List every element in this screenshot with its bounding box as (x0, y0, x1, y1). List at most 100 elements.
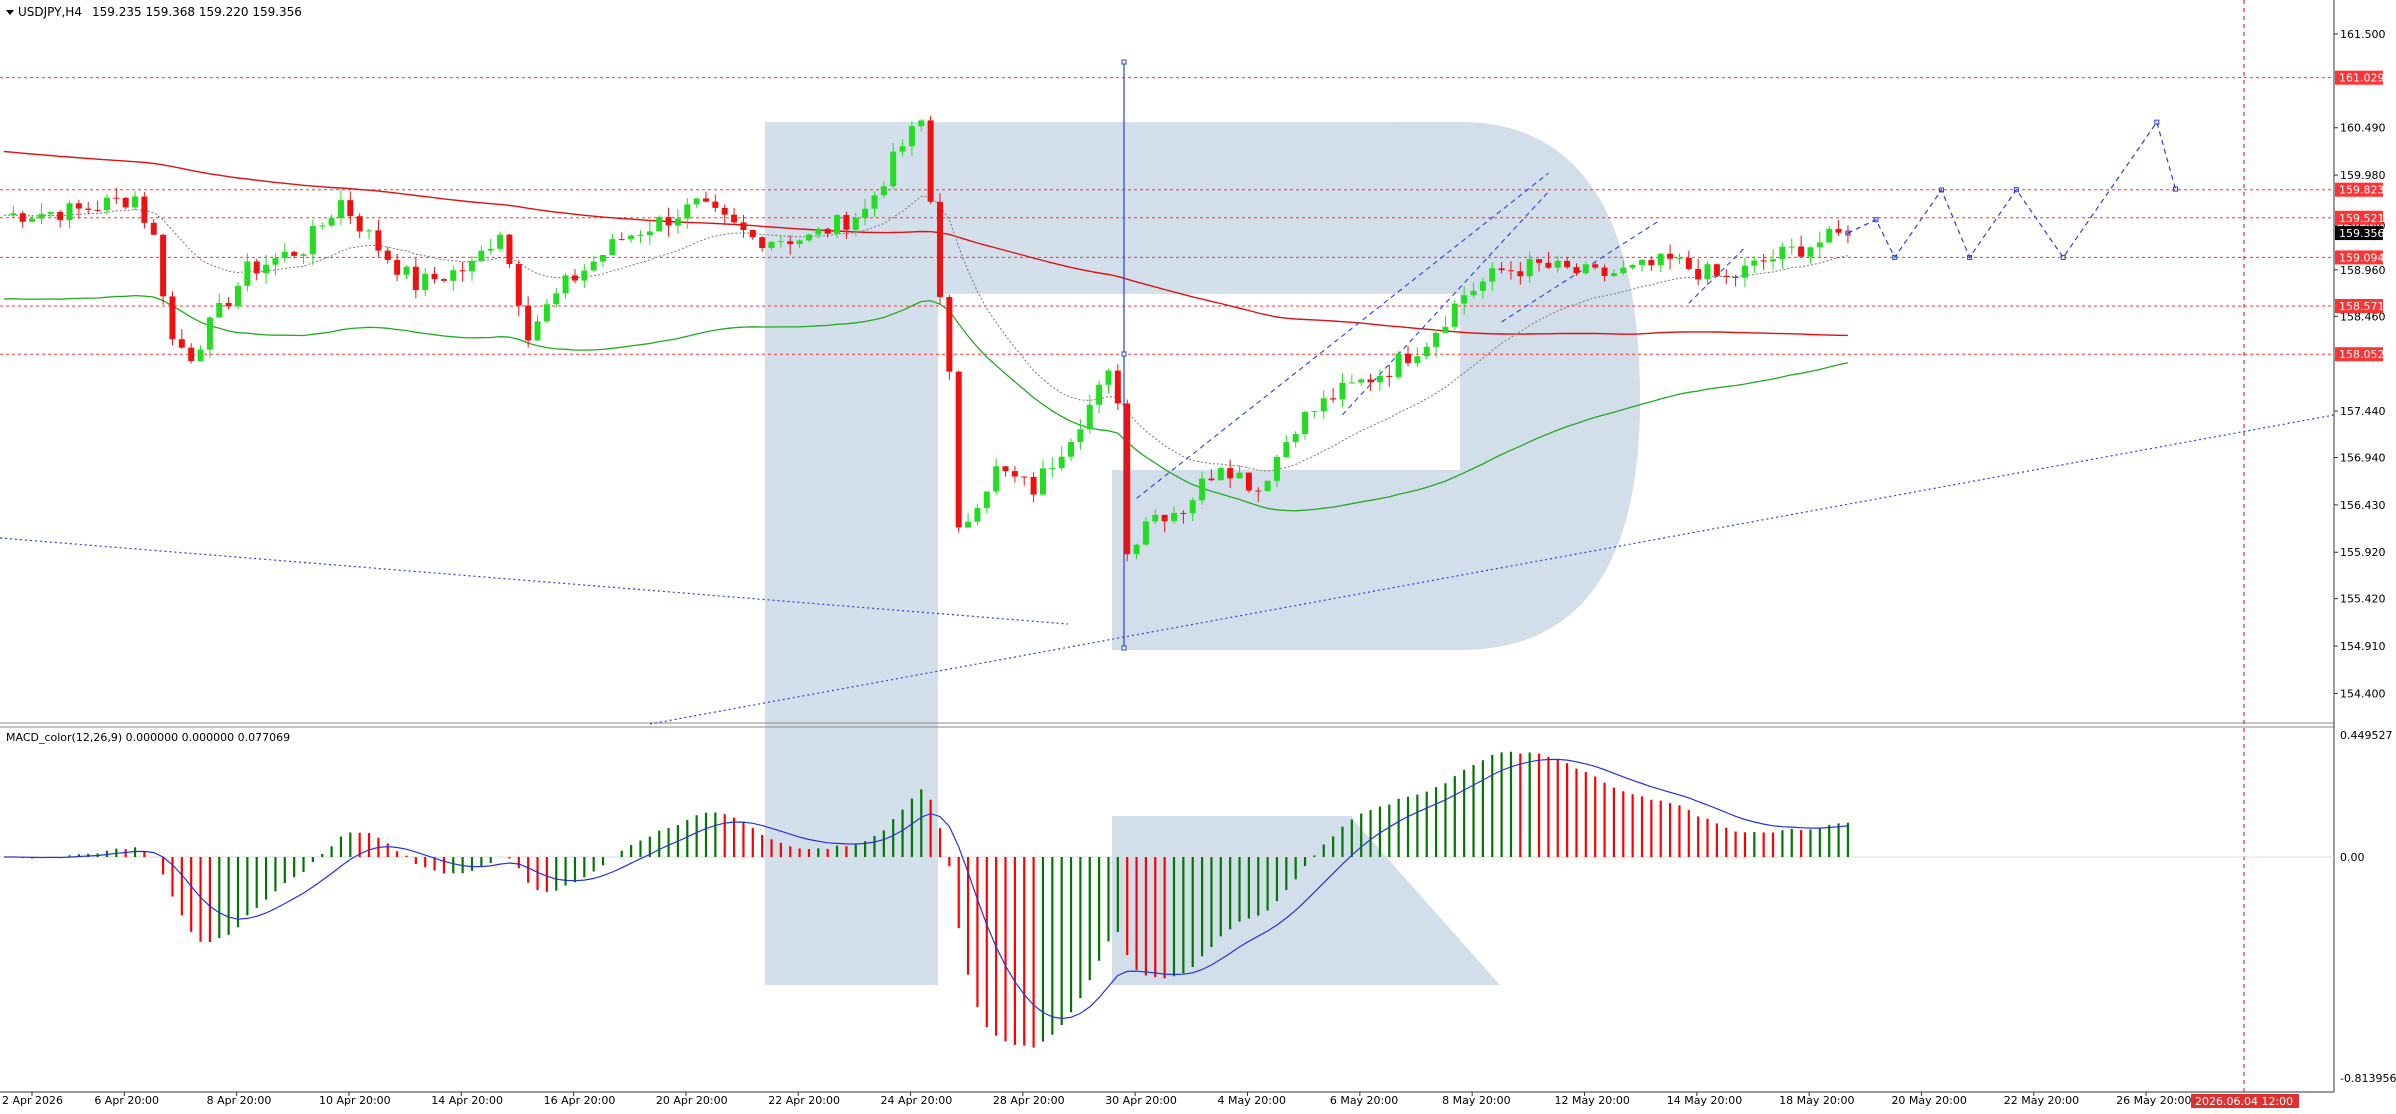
candle[interactable] (1002, 466, 1009, 472)
candle[interactable] (1554, 260, 1561, 268)
forecast-point[interactable] (2060, 254, 2066, 260)
candle[interactable] (291, 251, 298, 256)
candle[interactable] (1685, 257, 1692, 269)
candle[interactable] (403, 266, 410, 275)
candle[interactable] (1592, 264, 1599, 268)
candle[interactable] (506, 234, 513, 265)
candle[interactable] (525, 305, 532, 341)
candle[interactable] (665, 217, 672, 226)
candle[interactable] (571, 275, 578, 281)
candle[interactable] (1545, 262, 1552, 268)
candle[interactable] (216, 302, 223, 318)
candle[interactable] (1348, 382, 1355, 384)
candle[interactable] (768, 241, 775, 249)
candle[interactable] (94, 209, 101, 211)
candle[interactable] (1451, 303, 1458, 327)
candle[interactable] (852, 217, 859, 230)
candle[interactable] (1713, 264, 1720, 276)
candle[interactable] (1376, 375, 1383, 383)
candle[interactable] (206, 317, 213, 350)
candle[interactable] (1105, 370, 1112, 385)
candle[interactable] (759, 237, 766, 249)
candle[interactable] (1302, 411, 1309, 435)
candle[interactable] (1564, 260, 1571, 268)
candle[interactable] (646, 231, 653, 235)
candle[interactable] (1741, 265, 1748, 278)
candle[interactable] (356, 216, 363, 232)
candle[interactable] (1667, 253, 1674, 259)
candle[interactable] (1695, 268, 1702, 280)
candle[interactable] (478, 250, 485, 261)
candle[interactable] (281, 251, 288, 259)
candle[interactable] (843, 215, 850, 230)
candle[interactable] (581, 270, 588, 281)
candle[interactable] (1489, 268, 1496, 282)
candle[interactable] (440, 279, 447, 281)
candle[interactable] (740, 222, 747, 230)
candle[interactable] (38, 213, 45, 219)
candle[interactable] (103, 197, 110, 211)
candle[interactable] (1470, 290, 1477, 296)
candle[interactable] (422, 273, 429, 291)
candle[interactable] (590, 261, 597, 271)
candle[interactable] (1816, 242, 1823, 248)
candle[interactable] (431, 273, 438, 280)
candle[interactable] (1133, 544, 1140, 555)
candle[interactable] (469, 260, 475, 272)
candle[interactable] (1582, 264, 1589, 274)
candle[interactable] (394, 259, 401, 275)
candle[interactable] (1704, 264, 1711, 280)
candle[interactable] (1236, 472, 1243, 479)
candle[interactable] (263, 264, 270, 274)
candle[interactable] (412, 266, 419, 291)
candle[interactable] (1498, 268, 1505, 271)
candle[interactable] (1676, 257, 1683, 259)
candle[interactable] (272, 258, 279, 265)
candle[interactable] (1124, 403, 1131, 555)
candle[interactable] (534, 321, 541, 341)
candle[interactable] (319, 225, 326, 227)
candle[interactable] (1479, 281, 1486, 291)
candle[interactable] (178, 339, 185, 348)
candle[interactable] (1292, 434, 1299, 443)
candle[interactable] (1114, 370, 1121, 404)
candle[interactable] (1255, 490, 1262, 492)
candle[interactable] (150, 222, 157, 235)
candle[interactable] (337, 200, 344, 219)
candle[interactable] (29, 218, 36, 222)
candle[interactable] (1283, 442, 1290, 458)
candle[interactable] (515, 264, 522, 306)
candle[interactable] (1648, 259, 1655, 266)
candle[interactable] (721, 207, 728, 215)
candle[interactable] (899, 146, 906, 152)
candle[interactable] (1507, 270, 1514, 272)
candle[interactable] (1161, 514, 1168, 522)
measure-handle[interactable] (1121, 351, 1127, 357)
candle[interactable] (628, 235, 635, 240)
candle[interactable] (871, 195, 878, 209)
candle[interactable] (1526, 259, 1533, 277)
candle[interactable] (993, 466, 1000, 492)
candle[interactable] (1433, 332, 1440, 347)
collapse-triangle-icon[interactable] (6, 10, 14, 15)
candle[interactable] (1405, 353, 1411, 363)
candle[interactable] (19, 213, 26, 222)
candle[interactable] (1395, 353, 1402, 377)
candle[interactable] (1011, 471, 1018, 477)
candle[interactable] (834, 215, 841, 234)
candle[interactable] (918, 120, 925, 127)
candle[interactable] (141, 196, 148, 223)
candle[interactable] (1601, 267, 1608, 276)
candle[interactable] (497, 234, 504, 249)
candle[interactable] (1732, 276, 1739, 278)
candle[interactable] (908, 126, 915, 147)
candle[interactable] (600, 255, 607, 262)
candle[interactable] (703, 198, 709, 202)
candle[interactable] (253, 261, 260, 274)
candle[interactable] (1367, 379, 1374, 383)
candle[interactable] (749, 229, 756, 238)
candle[interactable] (618, 239, 625, 241)
candle[interactable] (609, 239, 616, 256)
candle[interactable] (113, 197, 120, 199)
